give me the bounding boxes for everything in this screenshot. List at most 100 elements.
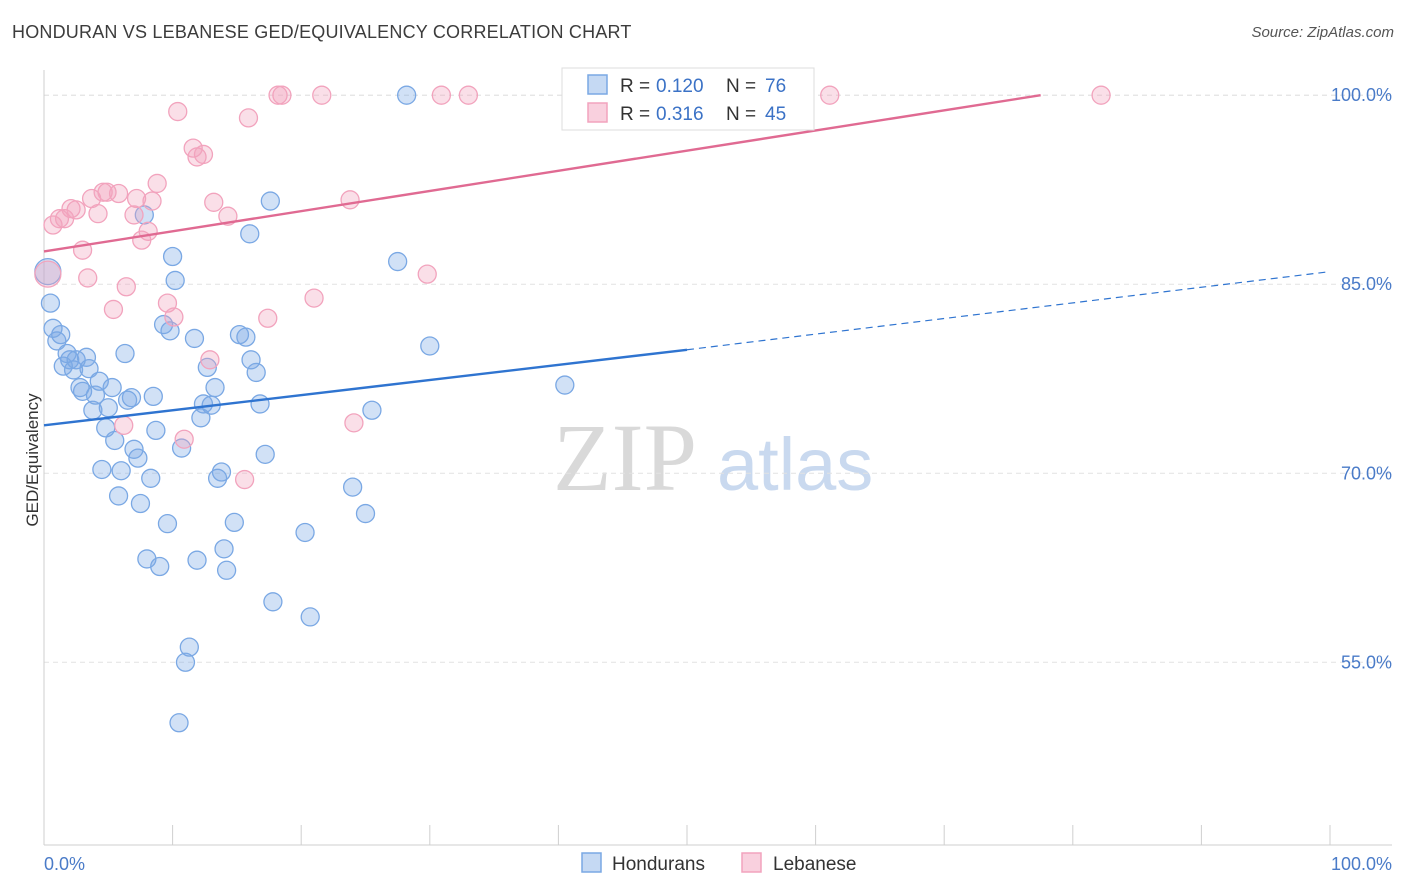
lebanese-point — [234, 469, 255, 490]
honduran-point — [79, 359, 99, 379]
lebanese-point — [272, 85, 292, 105]
honduran-point — [115, 343, 135, 364]
bottom-legend-swatch-hondurans — [581, 852, 602, 873]
watermark-zip: ZIP — [553, 404, 697, 511]
grid-layer — [44, 94, 1392, 663]
lebanese-point — [138, 221, 158, 241]
axes-layer — [43, 70, 1392, 846]
lebanese-point — [312, 85, 332, 105]
legend-r-value-hondurans: 0.120 — [656, 76, 704, 97]
lebanese-point — [218, 206, 238, 226]
watermark: ZIP atlas — [553, 404, 873, 511]
honduran-point — [295, 522, 315, 543]
lebanese-point — [193, 144, 214, 165]
lebanese-point — [820, 85, 840, 105]
lebanese-point — [142, 191, 162, 211]
x-tick-max: 100.0% — [1331, 854, 1392, 874]
honduran-point — [420, 336, 440, 356]
honduran-point — [121, 387, 142, 408]
honduran-point — [240, 224, 260, 244]
lebanese-point — [417, 264, 437, 284]
lebanese-point — [431, 85, 452, 105]
lebanese-point — [1091, 85, 1111, 105]
legend-swatch-hondurans — [587, 74, 608, 95]
honduran-point — [157, 514, 178, 534]
honduran-point — [111, 461, 131, 481]
y-tick-label: 85.0% — [1341, 274, 1392, 294]
honduran-point — [162, 246, 183, 267]
honduran-point — [175, 652, 196, 672]
watermark-atlas: atlas — [717, 423, 873, 506]
legend-n-value-lebanese: 45 — [765, 104, 786, 125]
honduran-point — [60, 350, 80, 370]
legend-n-value-hondurans: 76 — [765, 76, 786, 97]
bottom-legend-hondurans: Hondurans — [612, 854, 705, 875]
honduran-point — [187, 550, 207, 570]
lebanese-trend-line — [43, 94, 1041, 253]
honduran-point — [51, 324, 71, 345]
lebanese-point — [204, 192, 224, 212]
honduran-point — [362, 400, 382, 420]
honduran-point — [141, 468, 161, 488]
honduran-point — [197, 357, 217, 378]
honduran-point — [355, 503, 376, 524]
legend-r-value-lebanese: 0.316 — [656, 104, 704, 125]
honduran-point — [146, 420, 166, 441]
lebanese-point — [66, 200, 86, 220]
lebanese-point — [34, 260, 62, 288]
honduran-point — [250, 394, 270, 414]
lebanese-point — [258, 308, 278, 328]
lebanese-point — [168, 101, 188, 122]
trend-lines — [43, 94, 1331, 427]
y-axis-label: GED/Equivalency — [23, 393, 42, 527]
honduran-point — [98, 398, 118, 418]
lebanese-points — [34, 85, 1111, 490]
honduran-point — [263, 592, 283, 612]
honduran-point — [40, 293, 61, 313]
honduran-point — [102, 377, 122, 398]
bottom-legend-lebanese: Lebanese — [773, 854, 856, 875]
legend-r-label-hondurans: R = — [620, 76, 650, 97]
lebanese-point — [116, 277, 136, 297]
honduran-point — [108, 486, 129, 506]
lebanese-point — [304, 288, 324, 308]
honduran-point — [300, 607, 320, 627]
lebanese-point — [200, 350, 220, 370]
hondurans-points — [34, 85, 684, 733]
honduran-point — [105, 430, 125, 451]
y-tick-label: 100.0% — [1331, 85, 1392, 105]
honduran-point — [143, 386, 163, 407]
bottom-legend: Hondurans Lebanese — [581, 852, 856, 875]
honduran-point — [205, 377, 225, 398]
lebanese-point — [88, 204, 108, 224]
honduran-point — [193, 394, 214, 414]
honduran-point — [255, 444, 275, 464]
honduran-point — [165, 270, 185, 291]
legend-n-label-lebanese: N = — [726, 104, 756, 125]
lebanese-point — [238, 108, 259, 128]
honduran-point — [92, 459, 112, 480]
honduran-point — [260, 191, 280, 211]
honduran-point — [555, 375, 575, 395]
lebanese-point — [124, 205, 144, 225]
y-tick-labels: 100.0% 85.0% 70.0% 55.0% — [1331, 85, 1392, 672]
lebanese-point — [147, 173, 167, 194]
honduran-point — [397, 85, 417, 105]
honduran-point — [211, 462, 232, 482]
honduran-trend-extension — [686, 271, 1331, 351]
honduran-trend-line — [43, 348, 688, 427]
honduran-point — [342, 477, 363, 497]
y-tick-label: 70.0% — [1341, 463, 1392, 483]
honduran-point — [169, 713, 189, 733]
honduran-point — [216, 560, 237, 580]
honduran-point — [76, 347, 97, 367]
honduran-point — [241, 350, 261, 370]
honduran-point — [224, 512, 244, 533]
honduran-point — [43, 318, 63, 338]
lebanese-point — [340, 190, 360, 210]
lebanese-point — [174, 429, 194, 449]
honduran-point — [236, 327, 256, 347]
top-legend: R = 0.120 N = 76 R = 0.316 N = 45 — [561, 67, 815, 131]
x-tick-marks — [43, 825, 1331, 845]
